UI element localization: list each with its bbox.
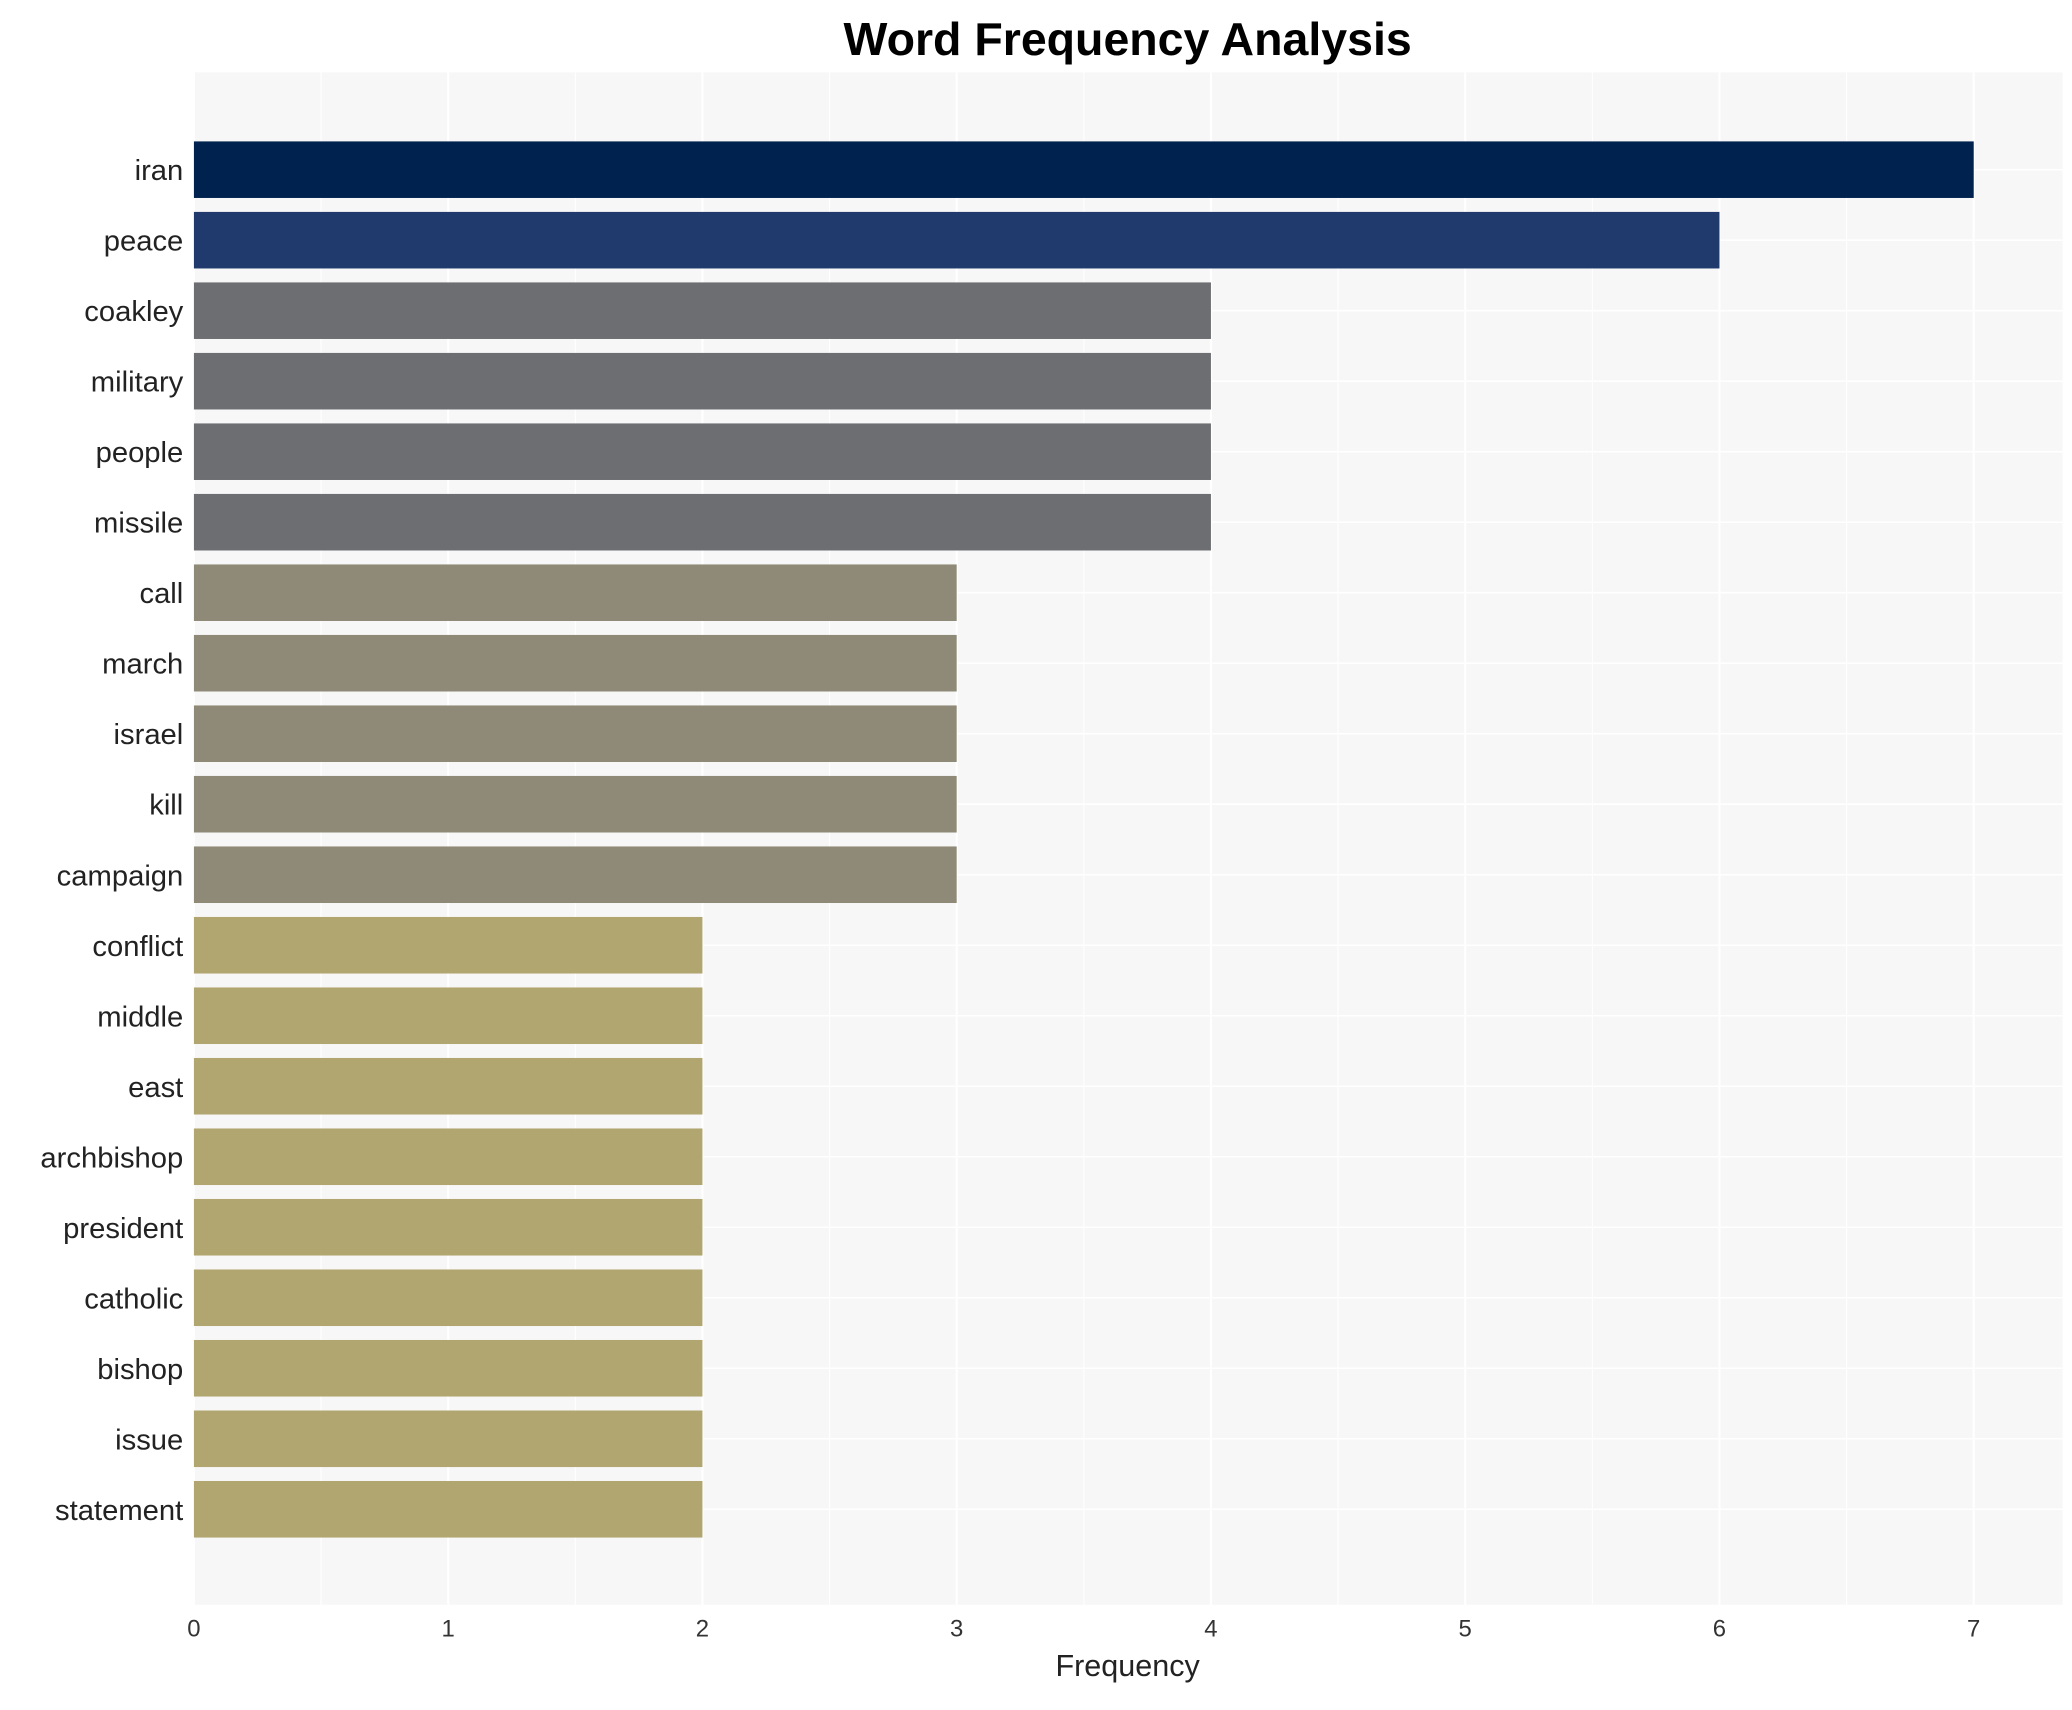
bar-kill bbox=[193, 775, 957, 833]
x-tick-label: 7 bbox=[1967, 1615, 1980, 1642]
y-tick-label: call bbox=[139, 578, 183, 610]
bar-conflict bbox=[193, 916, 703, 974]
y-tick-label: peace bbox=[104, 226, 184, 258]
bar-east bbox=[193, 1057, 703, 1115]
bar-military bbox=[193, 352, 1211, 410]
bar-statement bbox=[193, 1480, 703, 1538]
bar-march bbox=[193, 634, 957, 692]
x-tick-label: 5 bbox=[1459, 1615, 1472, 1642]
y-tick-label: march bbox=[102, 649, 183, 681]
y-tick-label: campaign bbox=[57, 860, 184, 892]
y-tick-label: israel bbox=[114, 719, 184, 751]
bar-coakley bbox=[193, 282, 1211, 339]
bar-call bbox=[193, 564, 957, 621]
x-tick-label: 6 bbox=[1713, 1615, 1726, 1642]
x-tick-label: 3 bbox=[950, 1615, 963, 1642]
x-tick-label: 0 bbox=[187, 1615, 200, 1642]
y-tick-label: middle bbox=[97, 1001, 183, 1033]
x-axis-label: Frequency bbox=[1056, 1649, 1201, 1683]
x-tick-label: 4 bbox=[1204, 1615, 1217, 1642]
y-tick-label: conflict bbox=[92, 931, 183, 963]
chart-title: Word Frequency Analysis bbox=[844, 13, 1412, 65]
y-tick-label: statement bbox=[55, 1495, 183, 1527]
bar-campaign bbox=[193, 846, 957, 904]
y-tick-label: missile bbox=[94, 508, 183, 540]
bar-president bbox=[193, 1198, 703, 1256]
bar-issue bbox=[193, 1410, 703, 1468]
x-tick-label: 1 bbox=[442, 1615, 455, 1642]
y-tick-label: catholic bbox=[84, 1283, 183, 1315]
y-tick-label: issue bbox=[115, 1424, 183, 1456]
bar-catholic bbox=[193, 1269, 703, 1327]
bar-peace bbox=[193, 211, 1720, 269]
y-tick-label: east bbox=[128, 1072, 183, 1104]
y-tick-label: coakley bbox=[84, 296, 183, 328]
x-tick-label: 2 bbox=[696, 1615, 709, 1642]
bar-missile bbox=[193, 493, 1211, 551]
bar-bishop bbox=[193, 1339, 703, 1397]
y-tick-label: president bbox=[63, 1213, 183, 1245]
bar-middle bbox=[193, 987, 703, 1045]
bar-iran bbox=[193, 141, 1974, 198]
bar-israel bbox=[193, 705, 957, 763]
y-tick-label: kill bbox=[149, 790, 183, 822]
y-tick-label: bishop bbox=[97, 1354, 183, 1386]
y-tick-label: archbishop bbox=[40, 1142, 183, 1174]
y-tick-label: iran bbox=[135, 155, 184, 187]
y-tick-label: military bbox=[91, 367, 184, 399]
bar-people bbox=[193, 423, 1211, 480]
y-tick-label: people bbox=[96, 437, 184, 469]
bar-archbishop bbox=[193, 1128, 703, 1186]
